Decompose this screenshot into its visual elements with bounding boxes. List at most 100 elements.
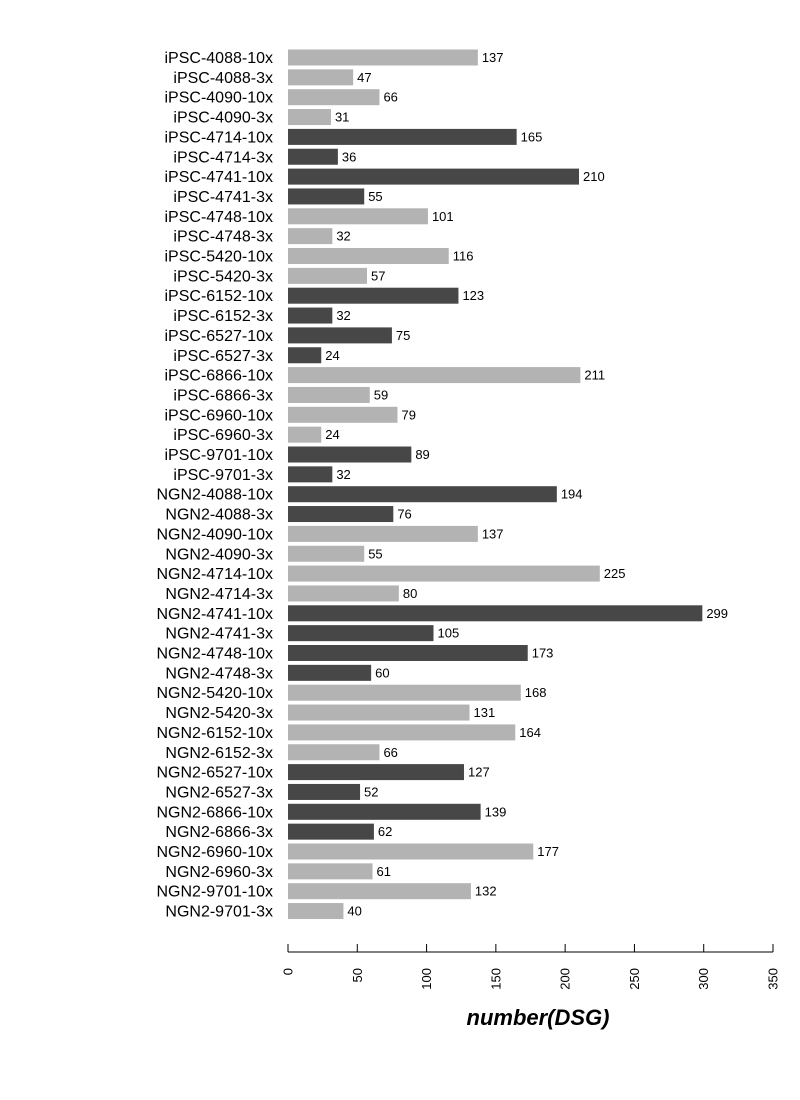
category-label: NGN2-4741-10x <box>157 606 274 623</box>
category-label: iPSC-4088-10x <box>165 50 274 67</box>
bar <box>288 645 528 661</box>
data-label: 299 <box>706 606 728 621</box>
bar <box>288 386 370 403</box>
category-label: iPSC-6152-3x <box>173 308 273 325</box>
category-label: NGN2-4748-10x <box>157 646 274 663</box>
bar <box>288 545 365 562</box>
category-label: iPSC-9701-10x <box>165 447 274 464</box>
bar <box>288 148 338 165</box>
category-label: NGN2-9701-3x <box>165 904 273 921</box>
data-label: 210 <box>583 169 605 184</box>
bar <box>288 684 521 701</box>
bar <box>288 267 367 284</box>
bar <box>288 367 581 384</box>
bar <box>288 89 380 106</box>
category-label: iPSC-4714-3x <box>173 149 273 166</box>
data-label: 211 <box>584 368 605 383</box>
bar <box>288 466 333 483</box>
data-label: 62 <box>378 824 392 839</box>
bar <box>288 446 412 463</box>
category-label: iPSC-6866-10x <box>165 368 274 385</box>
category-label: NGN2-6527-3x <box>165 784 273 801</box>
x-axis-title: number(DSG) <box>467 1005 610 1030</box>
data-label: 55 <box>368 189 382 204</box>
bar <box>288 506 394 523</box>
category-label: iPSC-4088-3x <box>173 70 273 87</box>
category-label: iPSC-4090-3x <box>173 110 273 127</box>
category-label: NGN2-6866-3x <box>165 824 273 841</box>
bar <box>288 903 344 920</box>
bar <box>288 783 361 800</box>
data-label: 24 <box>325 348 339 363</box>
x-tick-label: 100 <box>419 968 434 990</box>
data-label: 194 <box>561 487 583 502</box>
category-label: iPSC-4748-10x <box>165 209 274 226</box>
data-label: 132 <box>475 884 497 899</box>
x-tick-label: 50 <box>350 968 365 982</box>
bar <box>288 406 398 423</box>
x-tick-label: 350 <box>766 968 781 990</box>
data-label: 137 <box>482 526 504 541</box>
bar <box>288 128 517 145</box>
data-label: 66 <box>383 745 397 760</box>
data-label: 32 <box>336 467 350 482</box>
bar <box>288 287 459 304</box>
bar <box>288 883 471 900</box>
data-label: 105 <box>438 626 460 641</box>
category-label: iPSC-6960-3x <box>173 427 273 444</box>
data-label: 225 <box>604 566 626 581</box>
category-label: NGN2-6960-3x <box>165 864 273 881</box>
bar <box>288 69 354 86</box>
data-label: 61 <box>377 864 391 879</box>
category-label: NGN2-6960-10x <box>157 844 274 861</box>
data-label: 139 <box>485 804 507 819</box>
bar <box>288 625 434 642</box>
x-tick-label: 150 <box>488 968 503 990</box>
data-label: 101 <box>432 209 454 224</box>
category-label: iPSC-6527-3x <box>173 348 273 365</box>
data-label: 116 <box>453 249 474 264</box>
data-label: 55 <box>368 546 382 561</box>
bars <box>288 49 703 920</box>
category-label: NGN2-5420-3x <box>165 705 273 722</box>
category-label: NGN2-4088-10x <box>157 487 274 504</box>
data-label: 76 <box>397 507 411 522</box>
category-label: NGN2-4714-10x <box>157 566 274 583</box>
bar <box>288 486 557 503</box>
bar <box>288 843 534 860</box>
data-label: 47 <box>357 70 371 85</box>
data-label: 168 <box>525 685 547 700</box>
bar <box>288 744 380 761</box>
category-labels: iPSC-4088-10x iPSC-4088-3x iPSC-4090-10x iP… <box>157 50 274 921</box>
data-label: 40 <box>347 904 361 919</box>
category-label: NGN2-5420-10x <box>157 685 274 702</box>
bar <box>288 426 322 443</box>
data-label: 123 <box>462 288 484 303</box>
category-label: NGN2-6152-10x <box>157 725 274 742</box>
bar <box>288 863 373 880</box>
category-label: NGN2-6527-10x <box>157 765 274 782</box>
category-label: iPSC-6152-10x <box>165 288 274 305</box>
data-label: 57 <box>371 268 385 283</box>
bar <box>288 823 374 840</box>
data-label: 75 <box>396 328 410 343</box>
category-label: iPSC-6866-3x <box>173 387 273 404</box>
data-label: 66 <box>383 90 397 105</box>
bar <box>288 188 365 205</box>
category-label: iPSC-5420-3x <box>173 268 273 285</box>
value-labels: 137 47 66 31 165 36 210 55 101 32 116 57 123 32 75 24 21… <box>325 50 728 919</box>
data-label: 32 <box>336 229 350 244</box>
data-label: 32 <box>336 308 350 323</box>
data-label: 80 <box>403 586 417 601</box>
bar <box>288 347 322 364</box>
data-label: 31 <box>335 110 349 125</box>
bar <box>288 664 372 681</box>
category-label: NGN2-4741-3x <box>165 626 273 643</box>
bar <box>288 109 331 126</box>
bar <box>288 803 481 820</box>
x-tick-label: 300 <box>696 968 711 990</box>
bar <box>288 307 333 324</box>
bar <box>288 168 579 185</box>
bar <box>288 525 478 542</box>
data-label: 173 <box>532 646 554 661</box>
